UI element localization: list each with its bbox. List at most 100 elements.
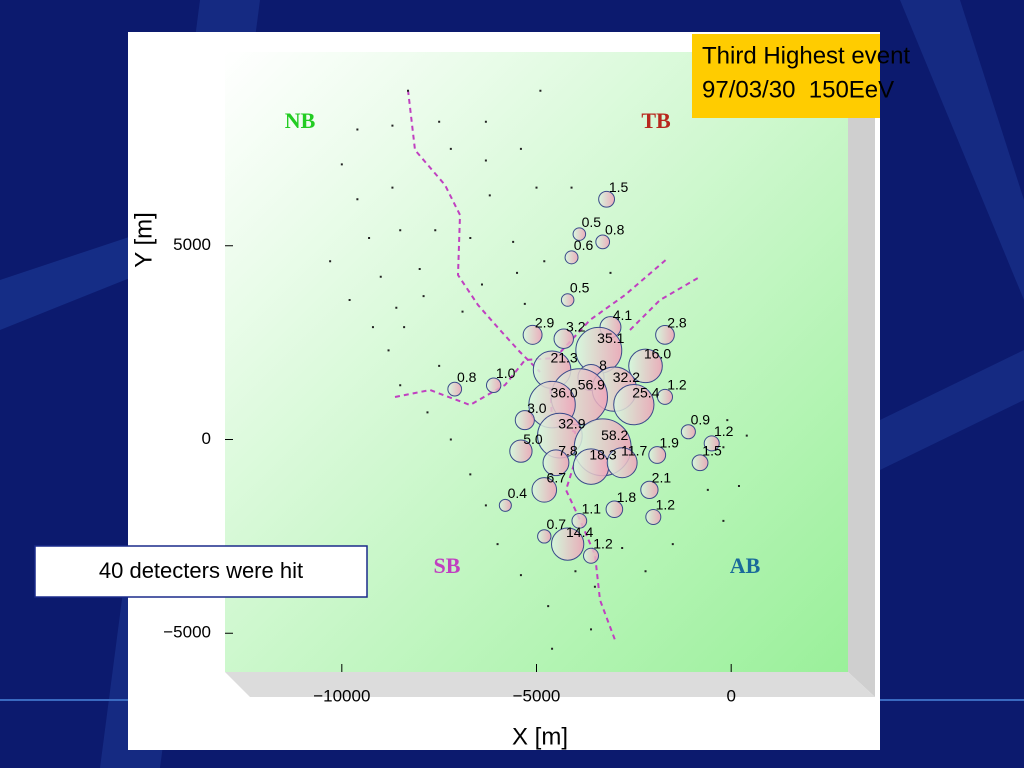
detector: [593, 585, 596, 588]
boundary: [407, 89, 541, 373]
value-label: 5.0: [523, 431, 543, 447]
detector: [722, 519, 725, 522]
detector: [329, 260, 332, 263]
bubble: [583, 547, 600, 564]
detector: [535, 186, 538, 189]
bubble: [514, 410, 535, 431]
value-label: 1.1: [582, 501, 602, 517]
detector: [551, 647, 554, 650]
info-line: Third Highest event: [702, 42, 910, 69]
frame-bottom: [225, 672, 875, 697]
bubble: [485, 377, 502, 393]
region-label: TB: [641, 108, 671, 133]
bubble: [655, 325, 675, 345]
value-label: 1.2: [656, 497, 676, 513]
value-label: 1.8: [617, 489, 637, 505]
region-label: AB: [730, 553, 761, 578]
detector: [379, 275, 382, 278]
value-label: 32.2: [613, 369, 640, 385]
detector: [395, 306, 398, 309]
detector: [438, 120, 441, 123]
x-axis-title: X [m]: [512, 723, 568, 750]
detector: [590, 628, 593, 631]
detector: [371, 326, 374, 329]
value-label: 1.2: [714, 423, 734, 439]
bubble: [606, 447, 638, 479]
detector: [570, 186, 573, 189]
value-label: 1.2: [667, 377, 687, 393]
value-label: 14.4: [566, 524, 593, 540]
detector: [391, 124, 394, 127]
y-axis-title: Y [m]: [130, 212, 157, 268]
detector: [340, 163, 343, 166]
bubble: [522, 324, 543, 345]
detector: [484, 120, 487, 123]
detector: [403, 326, 406, 329]
detector: [469, 473, 472, 476]
detector: [422, 295, 425, 298]
bubble: [571, 513, 588, 529]
detector: [484, 159, 487, 162]
value-label: 1.5: [702, 442, 722, 458]
value-label: 1.5: [609, 179, 629, 195]
detector: [706, 488, 709, 491]
bubble: [553, 328, 574, 349]
value-label: 2.8: [667, 315, 687, 331]
detector: [745, 434, 748, 437]
value-label: 35.1: [597, 330, 624, 346]
detector: [480, 283, 483, 286]
bubble: [640, 480, 659, 500]
bubble: [537, 529, 552, 544]
detector: [609, 271, 612, 274]
detector: [737, 485, 740, 487]
detector: [547, 605, 550, 608]
value-label: 8: [599, 357, 607, 373]
stripe: [900, 0, 1024, 300]
info-line: 97/03/30 150EeV: [702, 76, 894, 103]
detector: [488, 194, 491, 197]
detector: [356, 198, 359, 201]
bubble: [447, 381, 463, 397]
value-label: 0.5: [582, 214, 602, 230]
x-tick-label: −5000: [513, 686, 561, 705]
value-label: 2.1: [652, 470, 672, 486]
detector: [461, 310, 464, 313]
value-label: 3.2: [566, 318, 586, 334]
bubble: [648, 446, 667, 464]
detector: [434, 229, 437, 232]
value-label: 0.9: [691, 411, 711, 427]
detector: [426, 411, 429, 414]
detector: [368, 237, 371, 239]
value-label: 18.3: [589, 446, 616, 462]
value-label: 16.0: [644, 346, 671, 362]
bubble: [595, 234, 611, 250]
detector: [512, 240, 515, 243]
bubble: [564, 250, 579, 265]
detector: [722, 446, 725, 449]
value-label: 58.2: [601, 427, 628, 443]
value-label: 1.9: [659, 435, 679, 451]
bubble: [531, 477, 558, 503]
value-label: 36.0: [550, 384, 577, 400]
bubble: [656, 388, 673, 405]
value-label: 0.8: [605, 222, 625, 238]
value-label: 21.3: [550, 349, 577, 365]
detector: [523, 302, 526, 305]
hit-note: 40 detecters were hit: [99, 558, 303, 583]
y-tick-label: 5000: [173, 235, 211, 254]
value-label: 0.5: [570, 280, 590, 296]
bubble: [613, 383, 655, 426]
region-label: NB: [285, 108, 316, 133]
value-label: 6.7: [547, 470, 567, 486]
x-tick-label: −10000: [313, 686, 370, 705]
bubble: [598, 190, 616, 208]
value-label: 56.9: [578, 377, 605, 393]
detector: [399, 384, 402, 387]
value-label: 2.9: [535, 315, 555, 331]
value-label: 1.2: [593, 535, 613, 551]
bubble: [691, 454, 709, 472]
detector: [671, 543, 674, 546]
detector: [407, 89, 410, 92]
